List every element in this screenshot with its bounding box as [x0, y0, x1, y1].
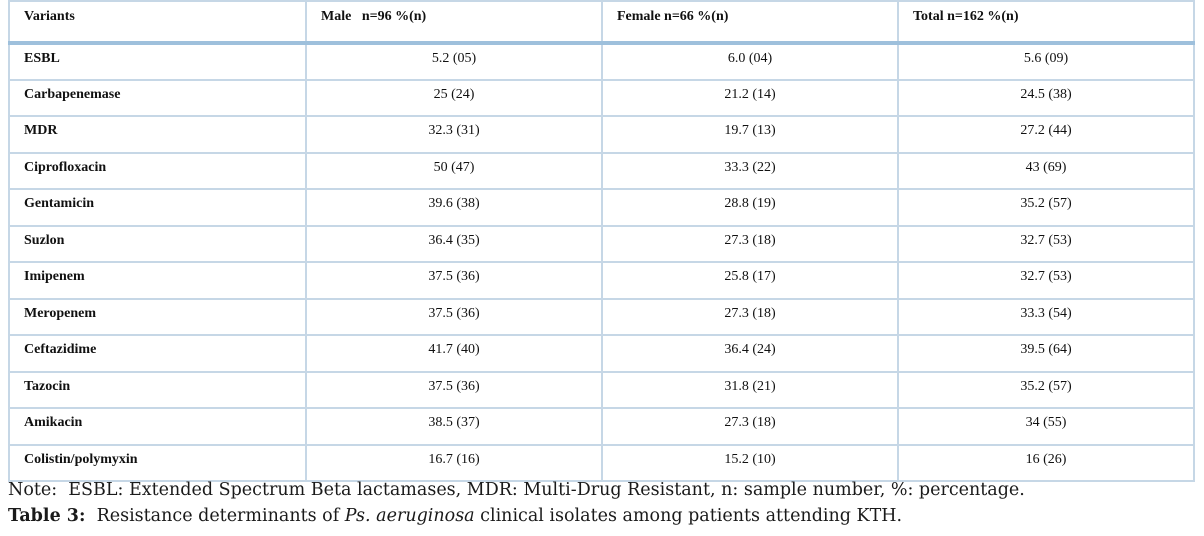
- cell-female: 27.3 (18): [601, 408, 899, 446]
- cell-female: 27.3 (18): [601, 298, 899, 336]
- cell-male: 50 (47): [305, 152, 603, 190]
- cell-variant: Amikacin: [8, 408, 307, 446]
- table-caption-text-before: Resistance determinants of: [85, 506, 345, 526]
- cell-total: 16 (26): [897, 444, 1195, 482]
- resistance-table-container: Variants Male n=96 %(n) Female n=66 %(n)…: [8, 0, 1195, 482]
- table-caption: Table 3: Resistance determinants of Ps. …: [8, 506, 902, 526]
- cell-variant: Suzlon: [8, 225, 307, 263]
- cell-total: 32.7 (53): [897, 225, 1195, 263]
- header-variants: Variants: [8, 0, 307, 45]
- cell-female: 36.4 (24): [601, 335, 899, 373]
- cell-female: 33.3 (22): [601, 152, 899, 190]
- table-row: Suzlon 36.4 (35) 27.3 (18) 32.7 (53): [8, 225, 1195, 263]
- table-caption-label: Table 3:: [8, 506, 86, 526]
- cell-variant: Ceftazidime: [8, 335, 307, 373]
- table-row: Meropenem 37.5 (36) 27.3 (18) 33.3 (54): [8, 298, 1195, 336]
- cell-male: 25 (24): [305, 79, 603, 117]
- cell-male: 36.4 (35): [305, 225, 603, 263]
- cell-variant: Ciprofloxacin: [8, 152, 307, 190]
- cell-female: 25.8 (17): [601, 262, 899, 300]
- cell-total: 5.6 (09): [897, 43, 1195, 81]
- cell-variant: Gentamicin: [8, 189, 307, 227]
- cell-variant: Tazocin: [8, 371, 307, 409]
- cell-male: 37.5 (36): [305, 262, 603, 300]
- cell-male: 16.7 (16): [305, 444, 603, 482]
- cell-variant: ESBL: [8, 43, 307, 81]
- cell-male: 41.7 (40): [305, 335, 603, 373]
- table-row: Ceftazidime 41.7 (40) 36.4 (24) 39.5 (64…: [8, 335, 1195, 373]
- table-row: Ciprofloxacin 50 (47) 33.3 (22) 43 (69): [8, 152, 1195, 190]
- table-caption-text-after: clinical isolates among patients attendi…: [474, 506, 903, 526]
- table-row: MDR 32.3 (31) 19.7 (13) 27.2 (44): [8, 116, 1195, 154]
- table-header-row: Variants Male n=96 %(n) Female n=66 %(n)…: [8, 0, 1195, 45]
- cell-total: 35.2 (57): [897, 371, 1195, 409]
- cell-variant: Meropenem: [8, 298, 307, 336]
- cell-female: 27.3 (18): [601, 225, 899, 263]
- cell-variant: Carbapenemase: [8, 79, 307, 117]
- cell-male: 38.5 (37): [305, 408, 603, 446]
- table-row: Tazocin 37.5 (36) 31.8 (21) 35.2 (57): [8, 371, 1195, 409]
- cell-variant: MDR: [8, 116, 307, 154]
- cell-total: 34 (55): [897, 408, 1195, 446]
- cell-total: 33.3 (54): [897, 298, 1195, 336]
- cell-variant: Colistin/polymyxin: [8, 444, 307, 482]
- header-total: Total n=162 %(n): [897, 0, 1195, 45]
- table-row: ESBL 5.2 (05) 6.0 (04) 5.6 (09): [8, 43, 1195, 81]
- cell-total: 27.2 (44): [897, 116, 1195, 154]
- cell-male: 5.2 (05): [305, 43, 603, 81]
- cell-male: 39.6 (38): [305, 189, 603, 227]
- cell-male: 37.5 (36): [305, 371, 603, 409]
- cell-male: 37.5 (36): [305, 298, 603, 336]
- resistance-table: Variants Male n=96 %(n) Female n=66 %(n)…: [8, 0, 1195, 482]
- cell-female: 6.0 (04): [601, 43, 899, 81]
- table-row: Gentamicin 39.6 (38) 28.8 (19) 35.2 (57): [8, 189, 1195, 227]
- cell-male: 32.3 (31): [305, 116, 603, 154]
- cell-variant: Imipenem: [8, 262, 307, 300]
- table-row: Carbapenemase 25 (24) 21.2 (14) 24.5 (38…: [8, 79, 1195, 117]
- cell-female: 15.2 (10): [601, 444, 899, 482]
- cell-total: 35.2 (57): [897, 189, 1195, 227]
- cell-female: 31.8 (21): [601, 371, 899, 409]
- table-row: Amikacin 38.5 (37) 27.3 (18) 34 (55): [8, 408, 1195, 446]
- cell-female: 21.2 (14): [601, 79, 899, 117]
- header-male: Male n=96 %(n): [305, 0, 603, 45]
- cell-female: 19.7 (13): [601, 116, 899, 154]
- cell-total: 43 (69): [897, 152, 1195, 190]
- cell-female: 28.8 (19): [601, 189, 899, 227]
- header-female: Female n=66 %(n): [601, 0, 899, 45]
- cell-total: 39.5 (64): [897, 335, 1195, 373]
- cell-total: 24.5 (38): [897, 79, 1195, 117]
- cell-total: 32.7 (53): [897, 262, 1195, 300]
- table-caption-organism: Ps. aeruginosa: [344, 506, 475, 526]
- table-row: Colistin/polymyxin 16.7 (16) 15.2 (10) 1…: [8, 444, 1195, 482]
- table-note: Note: ESBL: Extended Spectrum Beta lacta…: [8, 480, 1025, 500]
- table-row: Imipenem 37.5 (36) 25.8 (17) 32.7 (53): [8, 262, 1195, 300]
